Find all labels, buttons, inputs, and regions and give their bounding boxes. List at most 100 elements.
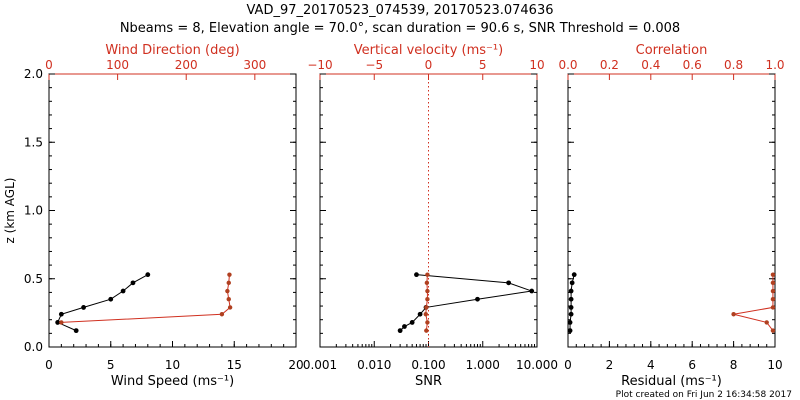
y-tick-label: 0.5: [24, 272, 43, 286]
x-tick-label: 1.000: [466, 358, 500, 372]
x-tick-label: 0: [45, 358, 53, 372]
x-tick-label: 0.001: [303, 358, 337, 372]
top-tick-label: 1.0: [765, 58, 784, 72]
data-point: [568, 311, 574, 317]
top-tick-label: 10: [529, 58, 544, 72]
data-point: [764, 320, 769, 325]
y-tick-label: 1.0: [24, 204, 43, 218]
data-point: [529, 288, 535, 294]
data-point: [59, 320, 64, 325]
plot-frame: [567, 73, 776, 348]
x-axis-title: Residual (ms⁻¹): [621, 374, 722, 389]
x-tick-label: 10: [165, 358, 180, 372]
data-point: [506, 280, 512, 286]
panel-right: 0 2 4 6 8 10 0.0 0.2 0.4 0.6 0.8 1.0 Residual (ms⁻¹)…: [558, 43, 784, 389]
data-point: [226, 297, 231, 302]
data-point: [568, 288, 574, 294]
top-tick-label: 0.0: [558, 58, 577, 72]
x-tick-label: 15: [227, 358, 242, 372]
y-tick-label: 1.5: [24, 135, 43, 149]
data-point: [425, 288, 430, 294]
data-point: [120, 288, 126, 294]
top-axis-title: Vertical velocity (ms⁻¹): [354, 43, 503, 58]
data-point: [145, 272, 151, 278]
x-tick-label: 5: [107, 358, 115, 372]
top-tick-label: 0: [45, 58, 53, 72]
x-tick-label: 20: [288, 358, 303, 372]
plot-footer: Plot created on Fri Jun 2 16:34:58 2017: [616, 390, 792, 400]
data-point: [568, 305, 574, 310]
data-point: [417, 311, 423, 317]
data-point: [81, 305, 86, 310]
data-point: [423, 312, 428, 317]
top-tick-label: −5: [365, 58, 383, 72]
data-point: [770, 272, 776, 277]
top-axis-title: Correlation: [636, 43, 708, 58]
data-point: [130, 280, 136, 286]
y-tick-label: 0.0: [24, 340, 43, 354]
data-point: [425, 272, 430, 277]
data-point: [424, 328, 429, 333]
x-tick-label: 6: [688, 358, 696, 372]
x-axis-title: SNR: [415, 374, 442, 389]
data-point: [770, 305, 776, 310]
plot-frame: [48, 73, 297, 348]
x-tick-label: 8: [730, 358, 738, 372]
data-point: [567, 320, 573, 325]
top-tick-label: 100: [106, 58, 129, 72]
data-point: [227, 305, 233, 310]
data-point: [225, 288, 230, 294]
data-point: [219, 312, 225, 317]
data-point: [425, 320, 430, 325]
title-line-1: VAD_97_20170523_074539, 20170523.074636: [247, 3, 554, 18]
y-tick-label: 2.0: [24, 67, 43, 81]
x-tick-label: 0: [564, 358, 572, 372]
x-axis-title: Wind Speed (ms⁻¹): [111, 374, 234, 389]
data-point: [731, 312, 736, 317]
data-point: [73, 328, 79, 334]
data-point: [58, 311, 64, 317]
title-line-2: Nbeams = 8, Elevation angle = 70.0°, sca…: [120, 21, 680, 36]
data-point: [424, 305, 429, 310]
data-point: [402, 324, 407, 329]
data-point: [397, 328, 403, 334]
top-tick-label: 0.8: [724, 58, 743, 72]
top-tick-label: 0: [425, 58, 433, 72]
data-point: [475, 296, 480, 302]
data-point: [770, 288, 776, 294]
x-tick-label: 0.010: [357, 358, 391, 372]
top-tick-label: 0.6: [683, 58, 702, 72]
top-tick-label: 0.4: [641, 58, 660, 72]
top-tick-label: 5: [479, 58, 487, 72]
x-tick-label: 10: [767, 358, 782, 372]
panel-middle: 0.001 0.010 0.100 1.000 10.000 −10 −5 0 5 10 SNR Ve…: [303, 43, 558, 389]
top-tick-label: −10: [307, 58, 332, 72]
y-axis-title: z (km AGL): [3, 178, 17, 244]
data-point: [571, 272, 577, 278]
top-axis-title: Wind Direction (deg): [105, 43, 239, 58]
data-point: [227, 272, 232, 277]
data-point: [770, 328, 776, 333]
data-point: [108, 296, 114, 302]
top-tick-label: 300: [243, 58, 266, 72]
data-point: [424, 280, 430, 286]
data-point: [569, 280, 575, 286]
data-point: [55, 320, 61, 325]
data-point: [226, 280, 231, 286]
data-point: [409, 320, 415, 325]
series-line-wind-direction: [61, 274, 231, 323]
top-tick-label: 200: [175, 58, 198, 72]
data-point: [425, 297, 430, 302]
x-tick-label: 0.100: [411, 358, 445, 372]
data-point: [770, 297, 776, 302]
top-tick-label: 0.2: [600, 58, 619, 72]
data-point: [568, 296, 574, 302]
data-point: [414, 272, 419, 278]
series-line-snr: [399, 274, 532, 331]
data-point: [567, 328, 573, 334]
data-point: [770, 280, 776, 286]
x-tick-label: 10.000: [516, 358, 558, 372]
